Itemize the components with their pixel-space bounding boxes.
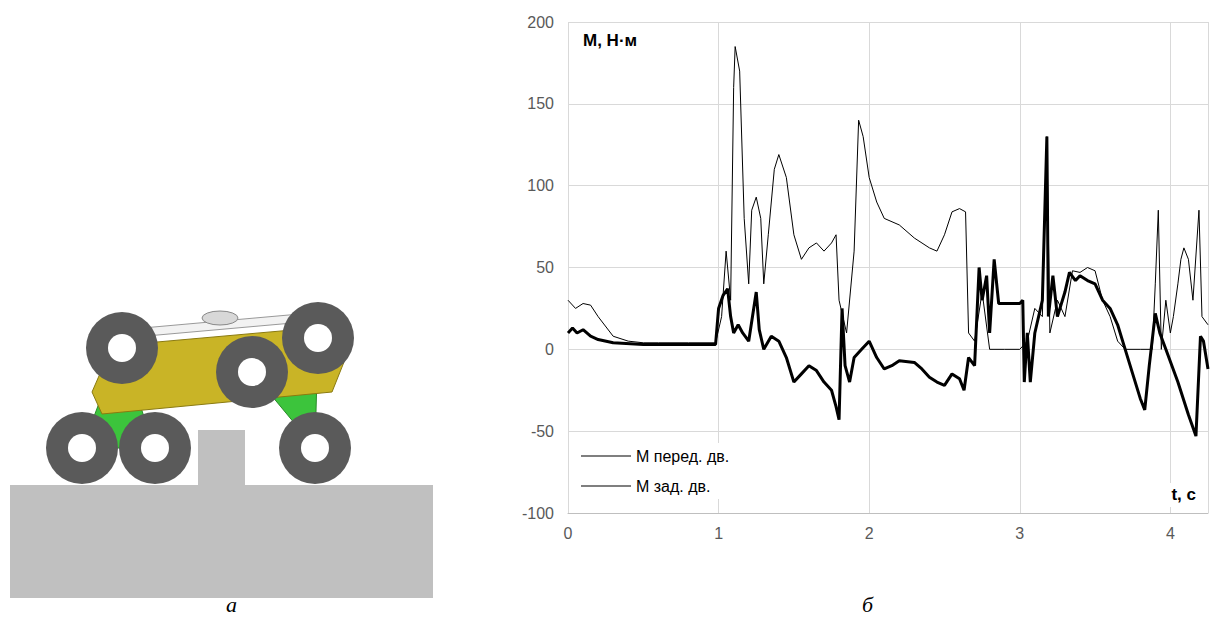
html-text:б: б — [862, 592, 874, 617]
svg-text:-50: -50 — [531, 423, 554, 440]
svg-text:0: 0 — [564, 525, 573, 542]
svg-text:50: 50 — [536, 259, 554, 276]
svg-text:150: 150 — [527, 95, 554, 112]
svg-text:100: 100 — [527, 177, 554, 194]
svg-text:200: 200 — [527, 14, 554, 31]
svg-text:t, с: t, с — [1171, 485, 1196, 504]
svg-text:0: 0 — [545, 341, 554, 358]
svg-text:2: 2 — [865, 525, 874, 542]
svg-text:1: 1 — [714, 525, 723, 542]
html-text:а: а — [226, 592, 237, 617]
svg-text:4: 4 — [1166, 525, 1175, 542]
svg-text:М, Н·м: М, Н·м — [583, 31, 637, 50]
svg-text:М зад. дв.: М зад. дв. — [636, 478, 711, 495]
svg-text:М перед. дв.: М перед. дв. — [636, 448, 729, 465]
svg-text:-100: -100 — [522, 505, 554, 522]
svg-text:3: 3 — [1015, 525, 1024, 542]
